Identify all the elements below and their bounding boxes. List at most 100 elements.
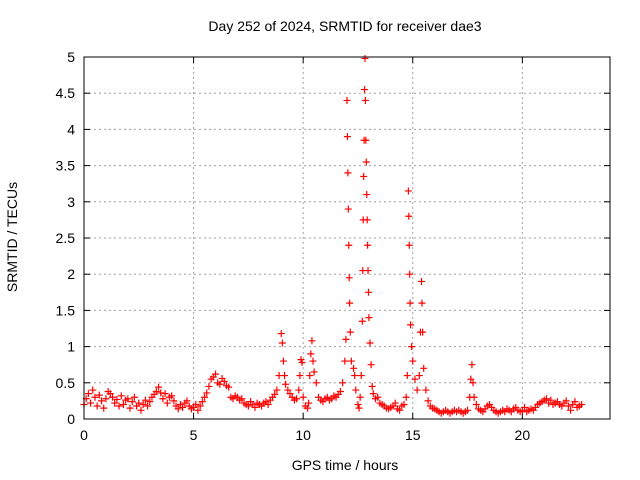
- data-point: [238, 395, 246, 403]
- data-point: [264, 401, 272, 409]
- data-point: [344, 169, 352, 177]
- data-point: [521, 403, 529, 411]
- data-point: [225, 383, 233, 391]
- data-point: [216, 380, 224, 388]
- data-point: [409, 357, 417, 365]
- y-tick-label: 1: [67, 339, 75, 355]
- data-point: [367, 361, 375, 369]
- data-point: [362, 136, 370, 144]
- data-point: [111, 399, 119, 407]
- data-point: [406, 270, 414, 278]
- data-point: [296, 372, 304, 380]
- data-point: [424, 397, 432, 405]
- data-point: [100, 404, 108, 412]
- y-axis-ticks: 0 0.5 1 1.5 2 2.5 3 3.5 4 4.5 5: [56, 49, 610, 427]
- data-point: [404, 187, 412, 195]
- data-point: [343, 133, 351, 141]
- data-point: [130, 393, 138, 401]
- x-axis-title: GPS time / hours: [292, 457, 399, 473]
- y-tick-label: 4: [67, 121, 75, 137]
- data-point: [361, 86, 369, 94]
- x-tick-label: 0: [80, 427, 88, 443]
- data-point: [159, 395, 167, 403]
- data-point: [113, 395, 121, 403]
- data-point: [403, 372, 411, 380]
- data-point: [361, 96, 369, 104]
- data-point: [356, 393, 364, 401]
- data-point: [361, 54, 369, 62]
- data-point: [84, 390, 92, 398]
- y-tick-label: 3.5: [56, 158, 76, 174]
- data-point: [418, 299, 426, 307]
- data-point: [284, 386, 292, 394]
- data-point: [157, 389, 165, 397]
- data-point: [402, 393, 410, 401]
- y-tick-label: 4.5: [56, 85, 76, 101]
- y-axis-title: SRMTID / TECUs: [4, 182, 20, 292]
- data-point: [407, 321, 415, 329]
- data-point: [346, 299, 354, 307]
- data-point: [115, 402, 123, 410]
- data-point: [405, 212, 413, 220]
- data-point: [339, 379, 347, 387]
- data-point: [102, 395, 110, 403]
- y-tick-label: 2: [67, 266, 75, 282]
- data-point: [312, 379, 320, 387]
- data-point: [198, 398, 206, 406]
- data-point: [364, 288, 372, 296]
- data-point: [342, 335, 350, 343]
- data-point: [220, 377, 228, 385]
- data-point: [106, 390, 114, 398]
- data-point: [364, 241, 372, 249]
- data-point: [203, 389, 211, 397]
- x-tick-label: 20: [515, 427, 531, 443]
- data-point: [374, 393, 382, 401]
- data-point: [170, 397, 178, 405]
- data-points: [80, 54, 586, 417]
- data-point: [183, 397, 191, 405]
- data-point: [468, 361, 476, 369]
- data-point: [420, 364, 428, 372]
- data-point: [352, 386, 360, 394]
- y-tick-label: 5: [67, 49, 75, 65]
- data-point: [344, 205, 352, 213]
- data-point: [406, 299, 414, 307]
- data-point: [277, 330, 285, 338]
- data-point: [89, 386, 97, 394]
- data-point: [415, 372, 423, 380]
- grid-lines: [84, 57, 610, 419]
- data-point: [396, 406, 404, 414]
- data-point: [135, 399, 143, 407]
- data-point: [365, 314, 373, 322]
- data-point: [363, 216, 371, 224]
- data-point: [308, 337, 316, 345]
- data-point: [310, 368, 318, 376]
- data-point: [298, 359, 306, 367]
- data-point: [168, 392, 176, 400]
- x-tick-label: 10: [295, 427, 311, 443]
- data-point: [411, 375, 419, 383]
- data-point: [126, 404, 134, 412]
- data-point: [470, 393, 478, 401]
- data-point: [139, 401, 147, 409]
- data-point: [194, 406, 202, 414]
- data-point: [137, 406, 145, 414]
- data-point: [562, 397, 570, 405]
- data-point: [400, 401, 408, 409]
- data-point: [161, 390, 169, 398]
- data-point: [196, 402, 204, 410]
- data-point: [357, 372, 365, 380]
- data-point: [141, 396, 149, 404]
- data-point: [578, 401, 586, 409]
- data-point: [273, 386, 281, 394]
- data-point: [87, 399, 95, 407]
- data-point: [304, 404, 312, 412]
- data-point: [369, 390, 377, 398]
- data-point: [341, 357, 349, 365]
- data-point: [286, 390, 294, 398]
- data-point: [343, 96, 351, 104]
- data-point: [306, 372, 314, 380]
- data-point: [355, 404, 363, 412]
- data-point: [278, 339, 286, 347]
- data-point: [564, 402, 572, 410]
